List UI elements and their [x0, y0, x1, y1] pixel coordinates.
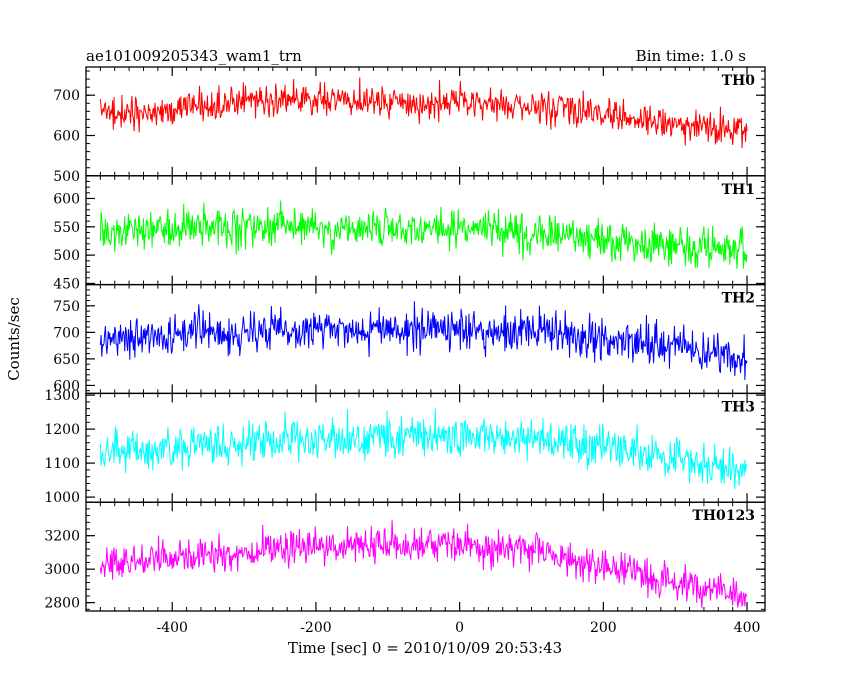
x-tick-label: 0: [455, 620, 464, 636]
panel-th2: 600 650 700 750 TH2: [53, 283, 766, 394]
y-axis-title: Counts/sec: [5, 297, 23, 381]
panel-th1: 450 500 550 600 TH1: [53, 175, 766, 292]
panel-label-th0: TH0: [722, 73, 756, 89]
y-tick-label: 700: [53, 88, 80, 104]
x-tick-label: -200: [300, 620, 331, 636]
y-tick-label: 700: [53, 325, 80, 341]
y-tick-label: 1000: [44, 490, 80, 506]
panel-label-th0123: TH0123: [692, 508, 755, 524]
panel-th3: 1000 1100 1200 1300 TH3: [44, 388, 766, 506]
x-tick-label: -400: [156, 620, 187, 636]
y-tick-label: 600: [53, 378, 80, 394]
y-tick-label: 650: [53, 352, 80, 368]
x-tick-label: 200: [590, 620, 617, 636]
y-tick-label: 3000: [44, 562, 80, 578]
x-axis-title: Time [sec] 0 = 2010/10/09 20:53:43: [288, 639, 562, 657]
y-tick-label: 750: [53, 299, 80, 315]
y-tick-label: 500: [53, 248, 80, 264]
panel-th0123: 2800 3000 3200 TH0123: [44, 501, 766, 612]
light-curve-panels: 500 600 700 TH0 450 500 550 600 TH1 600 650 700 750 T…: [44, 66, 766, 636]
y-tick-label: 500: [53, 169, 80, 185]
y-tick-label: 600: [53, 191, 80, 207]
panel-label-th2: TH2: [722, 291, 755, 307]
x-tick-label: 400: [734, 620, 761, 636]
series-line-th0123: [99, 520, 748, 609]
series-line-th1: [99, 200, 748, 269]
panel-label-th3: TH3: [722, 399, 755, 415]
series-line-th3: [99, 408, 748, 490]
panel-label-th1: TH1: [722, 182, 755, 198]
y-tick-label: 450: [53, 276, 80, 292]
y-tick-label: 1300: [44, 388, 80, 404]
panel-frame: [85, 501, 766, 612]
y-tick-label: 3200: [44, 529, 80, 545]
y-tick-label: 600: [53, 129, 80, 145]
y-tick-label: 550: [53, 220, 80, 236]
y-tick-label: 1200: [44, 422, 80, 438]
y-tick-label: 2800: [44, 596, 80, 612]
panel-th0: 500 600 700 TH0: [53, 66, 766, 185]
y-tick-label: 1100: [44, 456, 80, 472]
series-line-th2: [99, 301, 748, 380]
series-line-th0: [99, 77, 748, 149]
bin-time-label: Bin time: 1.0 s: [636, 47, 746, 65]
figure-title: ae101009205343_wam1_trn: [86, 47, 302, 65]
